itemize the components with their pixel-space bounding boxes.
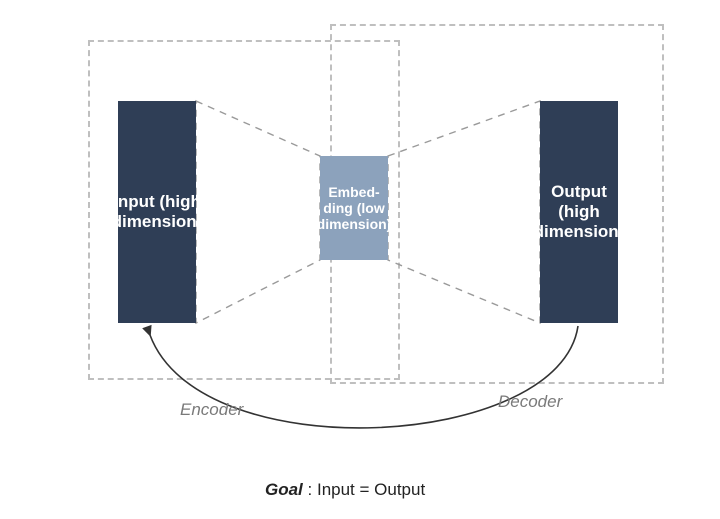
encoder-label: Encoder	[180, 400, 243, 420]
goal-text: Goal : Input = Output	[265, 480, 425, 500]
decoder-label: Decoder	[498, 392, 562, 412]
autoencoder-diagram: Input (high dimension) Embed-ding (low d…	[0, 0, 720, 519]
embedding-block-label: Embed-ding (low dimension)	[317, 184, 392, 232]
embedding-block: Embed-ding (low dimension)	[320, 156, 388, 260]
input-block: Input (high dimension)	[118, 101, 196, 323]
goal-sep: :	[303, 480, 317, 499]
output-block-label: Output (high dimension)	[534, 182, 625, 242]
input-block-label: Input (high dimension)	[112, 192, 203, 232]
goal-prefix: Goal	[265, 480, 303, 499]
goal-equation: Input = Output	[317, 480, 425, 499]
output-block: Output (high dimension)	[540, 101, 618, 323]
